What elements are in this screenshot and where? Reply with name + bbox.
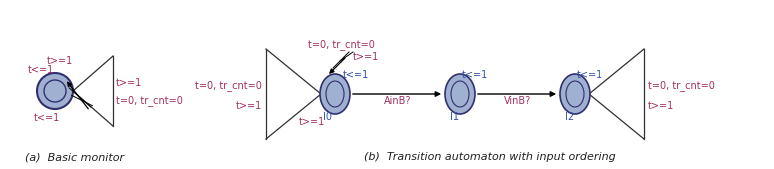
Text: t=0, tr_cnt=0: t=0, tr_cnt=0 [195,81,262,91]
Text: (b)  Transition automaton with input ordering: (b) Transition automaton with input orde… [364,152,616,162]
Text: t<=1: t<=1 [343,70,369,80]
Ellipse shape [560,74,590,114]
Text: t<=1: t<=1 [34,113,60,123]
Text: I1: I1 [450,112,459,122]
Text: AinB?: AinB? [384,96,411,106]
Text: t<=1: t<=1 [577,70,603,80]
Text: (a)  Basic monitor: (a) Basic monitor [26,152,125,162]
Text: t<=1: t<=1 [28,65,54,75]
Text: t>=1: t>=1 [116,78,142,88]
Ellipse shape [566,81,584,107]
Text: t>=1: t>=1 [47,56,74,66]
Ellipse shape [451,81,469,107]
Text: t=0, tr_cnt=0: t=0, tr_cnt=0 [116,95,183,106]
Ellipse shape [37,73,73,109]
Text: t>=1: t>=1 [648,101,674,111]
Ellipse shape [445,74,475,114]
Text: t>=1: t>=1 [299,117,325,127]
Ellipse shape [320,74,350,114]
Text: t>=1: t>=1 [353,52,379,62]
Text: I0: I0 [323,112,332,122]
Text: I2: I2 [565,112,574,122]
Text: t=0, tr_cnt=0: t=0, tr_cnt=0 [648,81,715,91]
Ellipse shape [44,80,66,102]
Text: t<=1: t<=1 [462,70,488,80]
Ellipse shape [326,81,344,107]
Text: VinB?: VinB? [504,96,531,106]
Text: t=0, tr_cnt=0: t=0, tr_cnt=0 [307,39,375,50]
Text: t>=1: t>=1 [236,101,262,111]
